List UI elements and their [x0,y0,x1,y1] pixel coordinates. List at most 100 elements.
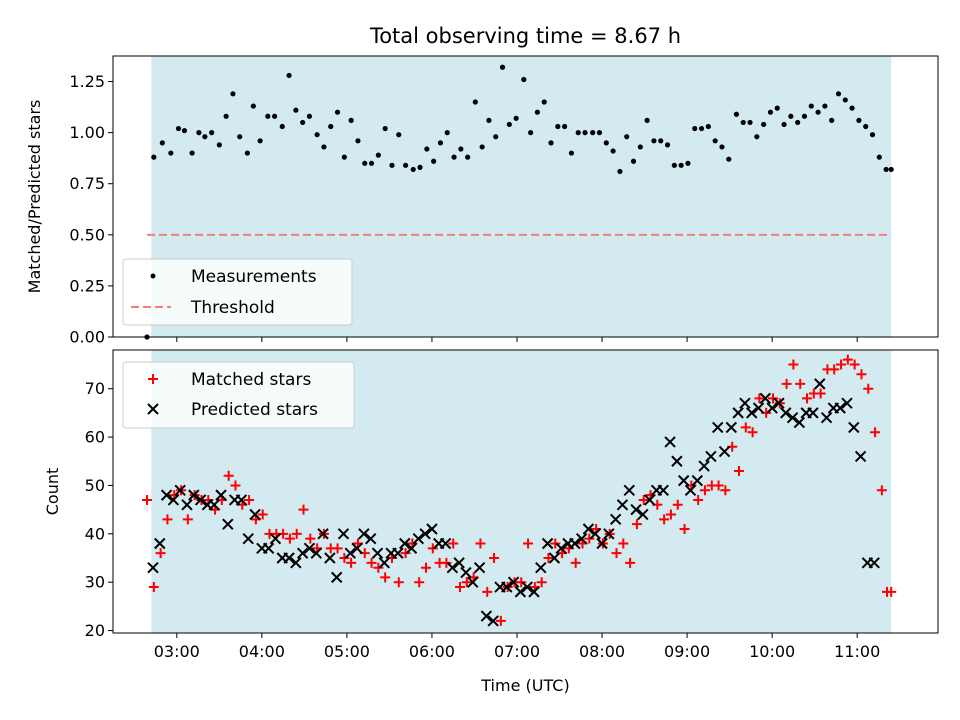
matched-star-point [631,519,642,530]
predicted-star-point [344,547,357,559]
predicted-star-point [290,557,302,569]
matched-star-point [298,504,309,515]
predicted-star-point [555,542,567,555]
measurement-point [286,72,292,79]
predicted-star-point [249,508,261,521]
predicted-star-point [705,450,717,463]
matched-star-point [829,364,840,375]
predicted-star-point [317,528,329,540]
measurement-point [362,160,368,166]
measurement-point [175,125,182,132]
predicted-star-point [467,576,479,588]
matched-star-point [665,509,676,520]
measurement-point [678,162,684,168]
measurement-point [424,146,430,152]
measurement-point [863,123,869,130]
x-tick-label: 08:00 [579,642,625,661]
predicted-star-point [473,561,486,574]
predicted-star-point [330,571,343,584]
predicted-star-point [296,547,309,559]
measurement-point [486,117,492,123]
measurement-point [876,154,882,160]
measurement-point [712,138,718,144]
legend-x-glyph [147,403,159,415]
predicted-star-point [528,586,540,598]
predicted-star-point [793,416,806,429]
matched-star-point [448,538,459,549]
predicted-star-point [535,561,547,574]
measurement-point [795,119,801,126]
bottom-y-tick-label: 50 [85,476,105,495]
bottom-y-tick-label: 60 [85,428,105,447]
measurement-point [230,91,236,97]
matched-star-point [366,557,377,568]
predicted-star-point [786,412,799,424]
top-axes-frame [112,55,939,338]
matched-star-point [455,582,466,593]
x-tick-label: 03:00 [154,642,200,661]
bottom-y-tick-label: 70 [85,379,105,398]
predicted-star-point [439,537,452,550]
predicted-star-point [188,489,200,501]
top-x-axis-ticks [176,337,858,342]
matched-star-point [536,577,547,588]
predicted-star-point [501,581,513,593]
measurement-point [151,154,157,160]
measurement-point [740,119,746,126]
predicted-star-point [446,561,459,574]
predicted-star-point [310,547,322,559]
predicted-star-point [405,542,418,555]
predicted-star-point [616,499,629,511]
predicted-star-point [167,494,180,506]
predicted-star-point [684,484,697,496]
top-y-tick-label: 0.50 [69,225,105,244]
measurement-point [767,109,774,115]
measurement-point [334,109,341,115]
predicted-star-point [603,528,615,540]
measurement-point [382,125,388,132]
legend-label-matched: Matched stars [191,370,311,390]
matched-star-point [842,354,853,365]
bottom-legend: Matched stars Predicted stars [122,361,355,429]
predicted-star-point [752,402,765,414]
matched-star-point [461,577,472,588]
predicted-star-point [780,407,792,419]
x-tick-label: 09:00 [664,642,710,661]
predicted-star-point [677,474,690,487]
x-tick-label: 10:00 [749,642,795,661]
predicted-star-point [521,581,533,593]
measurement-point [603,140,609,146]
predicted-star-point [399,537,411,550]
measurement-point [451,154,457,160]
top-y-tick-label: 0.25 [69,276,105,295]
top-y-tick-label: 1.25 [69,72,105,91]
measurement-point [801,113,808,119]
matched-star-point [849,359,860,370]
measurement-point [815,109,821,115]
measurement-point [671,162,677,168]
measurement-point [630,158,637,164]
predicted-star-point [630,503,642,516]
measurement-point [368,160,375,166]
measurement-point [437,140,444,146]
predicted-star-point [358,528,370,540]
matched-star-point [400,548,411,559]
measurement-point [402,162,409,168]
predicted-star-point [582,523,595,535]
predicted-star-point [569,537,581,550]
matched-star-point [257,509,268,520]
predicted-star-point [303,542,316,555]
predicted-star-point [848,421,860,434]
legend-label-predicted: Predicted stars [191,400,318,420]
measurement-point [465,154,471,160]
measurement-point [306,113,313,119]
measurement-point [842,97,848,103]
predicted-star-point [154,537,166,550]
predicted-star-point [841,397,853,409]
bottom-panel: 20 30 40 50 60 70 03:00 04:00 05:00 06:00 07:00 08… [43,350,939,695]
predicted-star-point [324,552,336,564]
measurement-point [389,162,395,168]
matched-star-point [781,378,792,389]
predicted-star-point [351,542,363,555]
matched-star-point [441,557,452,568]
